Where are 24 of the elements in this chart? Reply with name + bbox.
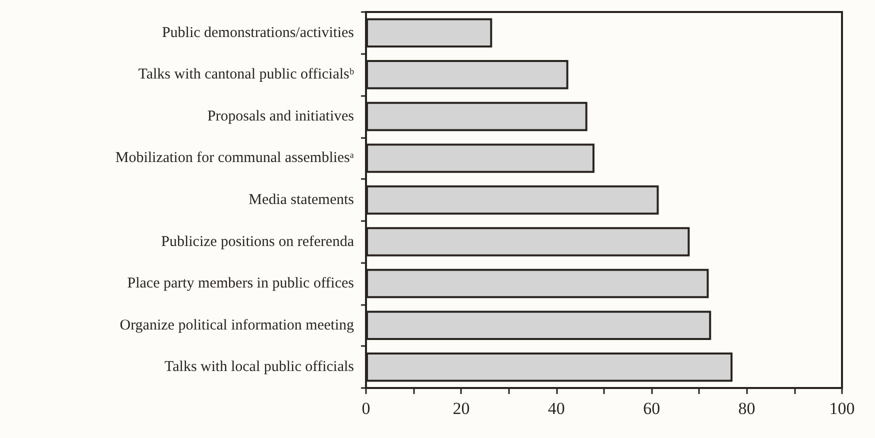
y-tick-label: Public demonstrations/activities [162, 24, 354, 41]
bar [366, 185, 659, 215]
x-tick-label: 0 [362, 399, 370, 418]
y-tick-label: Media statements [248, 192, 354, 208]
bar [366, 18, 492, 48]
x-tick-label: 20 [452, 399, 470, 418]
y-tick-label: Proposals and initiatives [207, 108, 354, 124]
y-tick-label: Place party members in public offices [127, 276, 354, 292]
bar [366, 60, 568, 90]
x-tick-label: 80 [738, 399, 756, 418]
x-tick-label: 40 [548, 399, 565, 418]
x-tick-label: 100 [829, 399, 855, 418]
y-tick-label: Mobilization for communal assembliesᵃ [115, 150, 354, 166]
y-tick-label: Organize political information meeting [120, 317, 354, 334]
bar [366, 144, 594, 173]
bar [366, 268, 709, 298]
bar [366, 102, 588, 132]
bar [366, 310, 712, 340]
bar [366, 352, 733, 382]
y-tick-label: Talks with cantonal public officialsᵇ [138, 66, 354, 83]
bar [366, 227, 690, 256]
y-tick-label: Publicize positions on referenda [161, 234, 354, 250]
y-tick-label: Talks with local public officials [164, 359, 354, 376]
x-tick-label: 60 [643, 399, 660, 418]
